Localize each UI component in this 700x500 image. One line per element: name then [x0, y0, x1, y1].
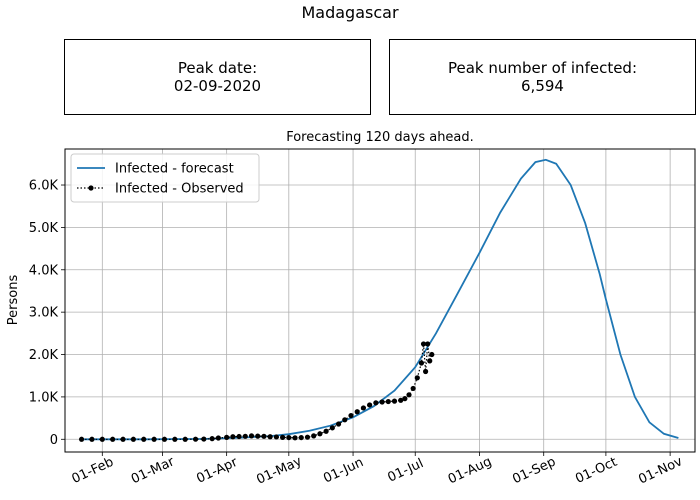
- x-tick-label: 01-Nov: [636, 454, 685, 487]
- peak-date-box: Peak date: 02-09-2020: [64, 39, 371, 115]
- peak-number-label: Peak number of infected:: [447, 59, 638, 77]
- observed-point: [406, 392, 412, 398]
- x-tick-label: 01-Aug: [446, 454, 494, 487]
- y-tick-label: 5.0K: [29, 221, 59, 236]
- observed-point: [267, 434, 273, 440]
- observed-point: [151, 436, 157, 442]
- legend-forecast-label: Infected - forecast: [115, 162, 234, 177]
- observed-point: [130, 436, 136, 442]
- observed-point: [236, 433, 242, 440]
- observed-point: [215, 435, 221, 441]
- observed-point: [230, 434, 236, 440]
- x-tick-label: 01-Sep: [510, 454, 558, 487]
- observed-point: [224, 434, 230, 440]
- observed-point: [273, 434, 279, 440]
- legend-observed-marker: [88, 185, 94, 191]
- observed-series: [78, 341, 435, 442]
- y-tick-label: 3.0K: [29, 306, 59, 321]
- observed-point: [161, 436, 168, 442]
- legend-observed-label: Infected - Observed: [115, 182, 244, 197]
- y-tick-label: 1.0K: [29, 390, 59, 405]
- observed-point: [348, 412, 354, 419]
- observed-point: [261, 433, 267, 439]
- observed-point: [78, 436, 85, 442]
- observed-point: [373, 400, 379, 406]
- observed-point: [120, 436, 126, 442]
- observed-point: [342, 417, 348, 423]
- observed-point: [317, 431, 323, 437]
- observed-point: [367, 402, 373, 408]
- y-tick-label: 0: [50, 433, 58, 448]
- y-axis-label: Persons: [6, 275, 21, 326]
- observed-point: [323, 428, 329, 434]
- observed-point: [298, 434, 304, 441]
- observed-point: [418, 360, 425, 366]
- observed-point: [391, 398, 398, 404]
- x-tick-label: 01-Jun: [321, 455, 366, 486]
- observed-point: [385, 398, 391, 405]
- observed-point: [304, 434, 311, 440]
- observed-point: [429, 351, 435, 358]
- observed-point: [360, 405, 367, 411]
- observed-point: [99, 436, 105, 442]
- chart-title: Forecasting 120 days ahead.: [286, 130, 474, 145]
- observed-point: [329, 425, 335, 431]
- observed-point: [242, 433, 248, 439]
- observed-point: [427, 358, 433, 364]
- observed-point: [398, 397, 404, 403]
- legend: Infected - forecast Infected - Observed: [70, 153, 260, 203]
- observed-point: [414, 375, 420, 381]
- observed-point: [292, 435, 298, 441]
- peak-date-label: Peak date:: [177, 59, 258, 77]
- y-tick-label: 4.0K: [29, 263, 59, 278]
- observed-point: [410, 385, 416, 392]
- x-tick-label: 01-Feb: [70, 455, 116, 487]
- observed-line: [81, 343, 433, 440]
- observed-point: [354, 409, 360, 415]
- observed-point: [89, 436, 95, 442]
- observed-point: [420, 341, 427, 347]
- observed-point: [172, 436, 178, 442]
- peak-date-value: 02-09-2020: [173, 77, 262, 95]
- observed-point: [422, 368, 429, 375]
- observed-point: [425, 341, 431, 347]
- observed-point: [335, 421, 342, 427]
- y-axis: 0 1.0K 2.0K 3.0K 4.0K 5.0K 6.0K: [29, 179, 65, 448]
- observed-point: [182, 436, 188, 442]
- x-tick-label: 01-Mar: [129, 454, 177, 487]
- observed-point: [201, 436, 207, 442]
- x-tick-label: 01-Oct: [573, 455, 619, 487]
- x-tick-label: 01-Apr: [194, 455, 240, 487]
- observed-point: [248, 433, 255, 439]
- x-tick-label: 01-May: [254, 454, 304, 488]
- observed-point: [279, 434, 286, 440]
- observed-point: [402, 396, 408, 402]
- y-tick-label: 2.0K: [29, 348, 59, 363]
- figure-title: Madagascar: [301, 3, 399, 22]
- observed-point: [379, 399, 385, 405]
- legend-frame: [70, 153, 260, 203]
- observed-point: [209, 436, 215, 442]
- x-axis: 01-Feb 01-Mar 01-Apr 01-May 01-Jun 01-Jul 01-A…: [70, 452, 685, 488]
- observed-point: [255, 433, 261, 439]
- observed-point: [192, 436, 199, 442]
- observed-point: [286, 434, 292, 441]
- x-tick-label: 01-Jul: [386, 456, 426, 486]
- observed-point: [141, 436, 147, 442]
- plot-frame: [64, 148, 696, 453]
- y-tick-label: 6.0K: [29, 179, 59, 194]
- observed-point: [311, 433, 317, 439]
- observed-point: [110, 436, 116, 442]
- peak-number-box: Peak number of infected: 6,594: [389, 39, 696, 115]
- peak-number-value: 6,594: [521, 77, 564, 95]
